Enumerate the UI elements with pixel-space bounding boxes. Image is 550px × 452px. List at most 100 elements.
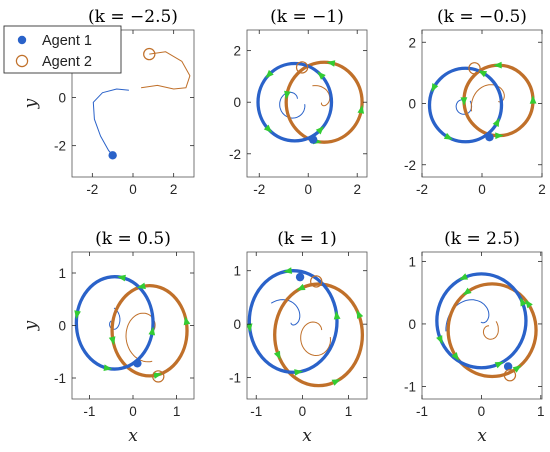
legend-label: Agent 2	[42, 54, 92, 70]
axes-frame	[421, 251, 543, 400]
agent2-direction-marker	[331, 379, 341, 386]
axes-frame	[246, 251, 368, 400]
agent2-transient	[482, 321, 499, 340]
legend-marker-agent1	[17, 35, 27, 45]
plot-area	[74, 274, 191, 383]
y-tick-label: 0	[233, 317, 241, 332]
agent2-limit-cycle	[284, 60, 364, 144]
agent2-direction-marker	[529, 95, 537, 104]
plot-area	[92, 47, 191, 160]
x-axis-label: x	[128, 426, 138, 446]
agent1-trajectory	[92, 88, 129, 156]
panel-2: (k = −1) -2 0 2 -2 0 2	[229, 7, 368, 197]
agent1-direction-marker	[431, 83, 439, 93]
panel-6: (k = 2.5) -1 0 1 -1 0 1 x	[404, 229, 545, 446]
x-tick-label: -1	[416, 404, 428, 419]
agent2-transient	[300, 321, 331, 356]
agent2-direction-marker	[451, 352, 459, 361]
agent2-transient	[125, 312, 156, 363]
agent2-endpoint	[468, 62, 481, 75]
agent1-direction-marker	[436, 335, 443, 345]
agent2-transient	[312, 85, 331, 107]
y-tick-label: 2	[233, 44, 241, 59]
agent1-transient	[270, 299, 301, 326]
agent1-direction-marker	[315, 126, 324, 135]
x-tick-label: 0	[478, 404, 486, 419]
agent2-trajectory	[141, 51, 191, 90]
x-tick-label: 2	[353, 182, 361, 197]
x-tick-label: 1	[537, 404, 545, 419]
agent1-direction-marker	[459, 273, 469, 280]
agent2-endpoint	[295, 61, 309, 74]
agent1-transient	[279, 91, 306, 119]
agent1-endpoint	[503, 362, 513, 371]
agent2-direction-marker	[495, 132, 504, 140]
panel-5: (k = 1) -1 0 1 -1 0 1 x	[229, 229, 368, 446]
panel-title: (k = −1)	[270, 7, 344, 27]
agent1-limit-cycle	[435, 272, 528, 370]
panel-title: (k = −2.5)	[88, 7, 178, 27]
agent1-direction-marker	[478, 70, 488, 78]
agent1-transient	[445, 299, 490, 332]
plot-area	[435, 272, 538, 382]
agent1-endpoint	[133, 359, 142, 368]
y-tick-label: -2	[404, 158, 416, 173]
y-axis-label: y	[21, 320, 41, 331]
agent1-direction-marker	[117, 274, 126, 282]
agent1-direction-marker	[520, 297, 527, 307]
y-axis-label: y	[21, 98, 41, 109]
y-tick-label: 1	[408, 254, 416, 269]
agent1-transient	[109, 307, 121, 330]
legend-label: Agent 1	[42, 33, 92, 49]
agent2-direction-marker	[183, 316, 191, 326]
axes-frame	[246, 29, 368, 178]
agent2-direction-marker	[273, 350, 281, 360]
x-tick-label: 0	[478, 182, 486, 197]
agent2-endpoint	[503, 369, 517, 382]
agent1-limit-cycle	[256, 61, 334, 143]
agent1-direction-marker	[283, 267, 293, 274]
agent1-direction-marker	[265, 69, 274, 79]
y-tick-label: 1	[58, 266, 66, 281]
agent1-direction-marker	[294, 369, 303, 376]
agent2-direction-marker	[137, 282, 146, 290]
agent1-limit-cycle	[74, 275, 155, 371]
agent1-direction-marker	[317, 71, 326, 80]
agent2-direction-marker	[462, 287, 472, 296]
agent1-limit-cycle	[427, 66, 504, 144]
y-tick-label: 0	[233, 95, 241, 110]
y-tick-label: -1	[404, 379, 416, 394]
panel-title: (k = 0.5)	[95, 229, 171, 249]
agent1-direction-marker	[103, 364, 113, 371]
agent2-endpoint	[310, 275, 323, 288]
y-tick-label: 0	[58, 90, 66, 105]
panel-title: (k = 1)	[277, 229, 336, 249]
x-tick-label: -2	[253, 182, 265, 197]
agent2-endpoint	[143, 47, 156, 61]
agent2-limit-cycle	[446, 282, 538, 379]
agent2-direction-marker	[357, 104, 365, 114]
agent1-direction-marker	[494, 361, 504, 369]
plot-area	[256, 60, 365, 145]
x-tick-label: 0	[129, 404, 137, 419]
x-tick-label: -1	[250, 404, 262, 419]
legend-marker-agent2	[15, 54, 29, 68]
agent2-direction-marker	[284, 90, 291, 100]
agent2-direction-marker	[153, 372, 163, 379]
y-tick-label: 2	[408, 35, 416, 50]
plot-area	[247, 267, 365, 388]
legend-box	[3, 25, 122, 74]
agent2-direction-marker	[356, 309, 364, 319]
y-tick-label: 1	[233, 264, 241, 279]
y-tick-label: -2	[54, 139, 66, 154]
agent1-direction-marker	[263, 124, 273, 133]
axes-frame	[71, 251, 195, 400]
agent1-direction-marker	[148, 326, 156, 336]
x-tick-label: 2	[538, 182, 546, 197]
plot-area	[427, 61, 537, 144]
legend: Agent 1 Agent 2	[3, 25, 122, 74]
axes-frame	[421, 29, 543, 178]
agent2-direction-marker	[460, 97, 468, 106]
x-tick-label: 2	[170, 182, 178, 197]
